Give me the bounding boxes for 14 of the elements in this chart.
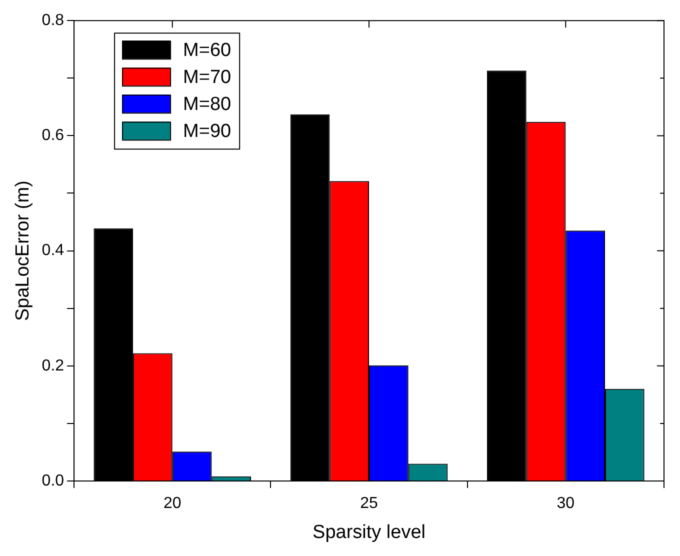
legend-label: M=90 [183, 120, 232, 142]
y-tick-label: 0.2 [42, 357, 64, 374]
y-tick-label: 0.8 [42, 12, 64, 30]
y-tick-label: 0.6 [42, 127, 64, 144]
x-tick-label: 25 [360, 495, 378, 512]
x-axis-title: Sparsity level [312, 522, 426, 543]
y-tick-label: 0.4 [42, 242, 64, 260]
x-tick-label: 20 [163, 495, 182, 512]
y-tick-label: 0.0 [42, 472, 64, 490]
legend-label: M=80 [183, 94, 232, 115]
legend-label: M=60 [183, 40, 232, 61]
legend-label: M=70 [183, 66, 232, 88]
x-tick-label: 30 [556, 495, 575, 512]
y-axis-title: SpaLocError (m) [12, 180, 34, 322]
